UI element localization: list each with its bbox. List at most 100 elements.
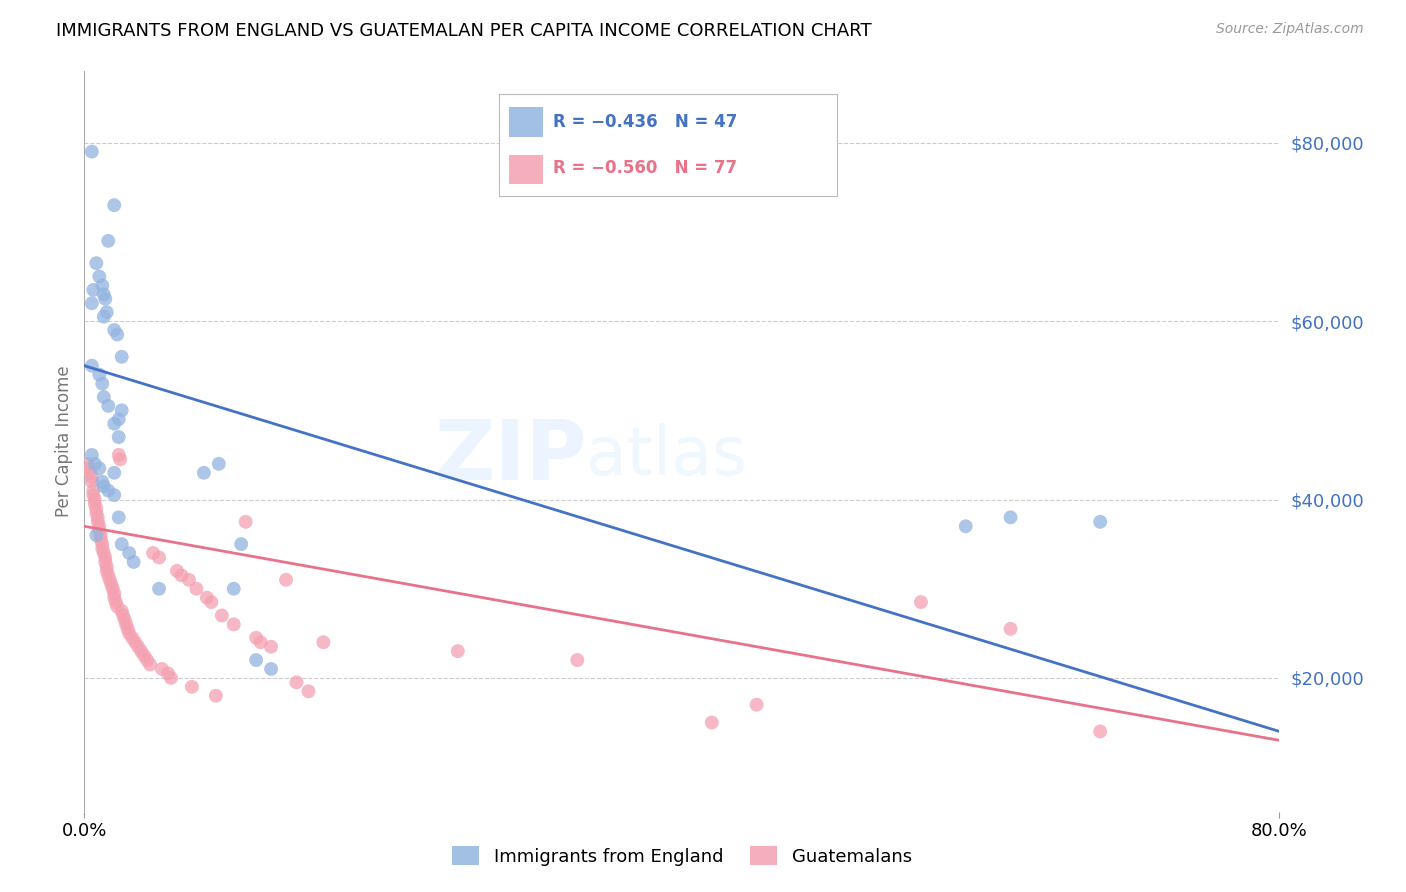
Point: [910, 595, 932, 609]
Point: [80, 475, 103, 489]
Point: [111, 403, 134, 417]
Point: [87, 515, 110, 529]
Point: [103, 488, 125, 502]
Bar: [509, 107, 543, 136]
Text: ZIP: ZIP: [434, 416, 586, 497]
Point: [117, 622, 139, 636]
Point: [103, 586, 125, 600]
Point: [79, 466, 101, 480]
Point: [745, 698, 768, 712]
Point: [136, 653, 159, 667]
Point: [86, 506, 108, 520]
Point: [80, 296, 103, 310]
Point: [89, 524, 111, 538]
Point: [89, 519, 111, 533]
Point: [121, 631, 143, 645]
Point: [80, 359, 103, 373]
Point: [103, 198, 125, 212]
Point: [111, 604, 134, 618]
Point: [96, 305, 118, 319]
Point: [114, 613, 136, 627]
Point: [166, 564, 188, 578]
Point: [104, 595, 127, 609]
Point: [118, 626, 141, 640]
Point: [97, 399, 120, 413]
Point: [103, 591, 125, 605]
Text: atlas: atlas: [586, 424, 747, 490]
Point: [177, 573, 200, 587]
Point: [83, 457, 105, 471]
Point: [86, 528, 108, 542]
Point: [93, 390, 115, 404]
Point: [94, 292, 117, 306]
Point: [80, 145, 103, 159]
Point: [700, 715, 723, 730]
Point: [142, 546, 165, 560]
Point: [107, 430, 129, 444]
Y-axis label: Per Capita Income: Per Capita Income: [55, 366, 73, 517]
Point: [76, 457, 98, 471]
Point: [170, 568, 193, 582]
Point: [186, 582, 208, 596]
Point: [107, 510, 129, 524]
Text: Source: ZipAtlas.com: Source: ZipAtlas.com: [1216, 22, 1364, 37]
Point: [274, 573, 297, 587]
Point: [103, 417, 125, 431]
Point: [82, 283, 104, 297]
Bar: [509, 154, 543, 184]
Text: IMMIGRANTS FROM ENGLAND VS GUATEMALAN PER CAPITA INCOME CORRELATION CHART: IMMIGRANTS FROM ENGLAND VS GUATEMALAN PE…: [56, 22, 872, 40]
Point: [115, 617, 138, 632]
Point: [101, 582, 124, 596]
Point: [86, 256, 108, 270]
Point: [93, 310, 115, 324]
Point: [96, 559, 118, 574]
Point: [132, 648, 156, 663]
Point: [157, 666, 180, 681]
Point: [245, 631, 267, 645]
Point: [89, 461, 111, 475]
Point: [111, 537, 134, 551]
Point: [222, 617, 245, 632]
Point: [100, 577, 122, 591]
Point: [82, 488, 104, 502]
Point: [181, 680, 204, 694]
Point: [124, 635, 146, 649]
Point: [91, 278, 114, 293]
Point: [249, 635, 271, 649]
Point: [82, 483, 104, 498]
Point: [111, 350, 134, 364]
Point: [107, 448, 129, 462]
Point: [89, 269, 111, 284]
Point: [150, 662, 173, 676]
Point: [97, 568, 120, 582]
Point: [260, 662, 283, 676]
Point: [567, 653, 589, 667]
Point: [127, 640, 149, 654]
Legend: Immigrants from England, Guatemalans: Immigrants from England, Guatemalans: [444, 839, 920, 873]
Text: R = −0.560   N = 77: R = −0.560 N = 77: [553, 159, 737, 177]
Point: [98, 573, 121, 587]
Point: [122, 555, 145, 569]
Point: [129, 644, 152, 658]
Point: [260, 640, 283, 654]
Point: [91, 541, 114, 556]
Point: [91, 537, 114, 551]
Point: [80, 448, 103, 462]
Point: [93, 479, 115, 493]
Point: [245, 653, 267, 667]
Point: [205, 689, 228, 703]
Text: R = −0.436   N = 47: R = −0.436 N = 47: [553, 113, 738, 131]
Point: [90, 533, 112, 547]
Point: [97, 234, 120, 248]
Point: [193, 466, 215, 480]
Point: [235, 515, 257, 529]
Point: [231, 537, 253, 551]
Point: [105, 327, 128, 342]
Point: [1000, 622, 1022, 636]
Point: [96, 564, 118, 578]
Point: [94, 550, 117, 565]
Point: [955, 519, 977, 533]
Point: [195, 591, 218, 605]
Point: [110, 452, 132, 467]
Point: [105, 599, 128, 614]
